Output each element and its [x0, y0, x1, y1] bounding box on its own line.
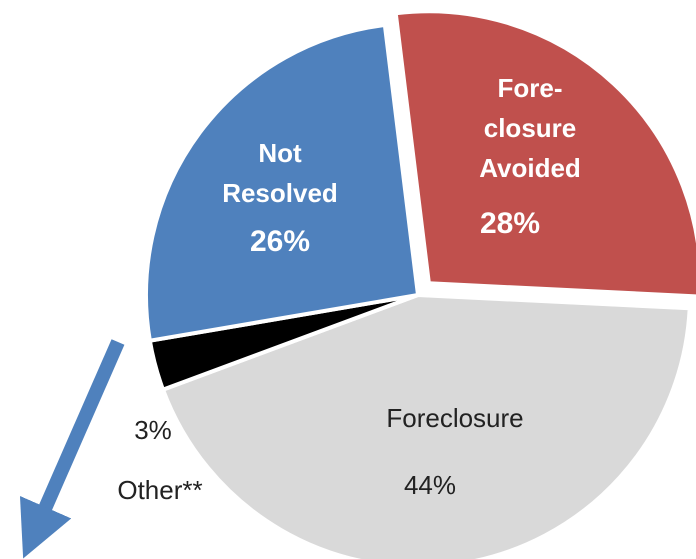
category-label: Other**	[117, 475, 202, 505]
category-label: Fore-closure Avoided	[479, 73, 581, 183]
category-label: Foreclosure	[386, 403, 523, 433]
pie	[144, 9, 696, 559]
value-label: 28%	[480, 207, 540, 240]
value-label: 44%	[404, 470, 456, 500]
value-label: 3%	[134, 415, 172, 445]
slice	[393, 9, 696, 299]
value-label: 26%	[250, 225, 310, 258]
arrow	[19, 339, 125, 559]
category-label: Not Resolved	[222, 138, 338, 208]
slice	[144, 22, 421, 344]
slice	[160, 292, 692, 559]
